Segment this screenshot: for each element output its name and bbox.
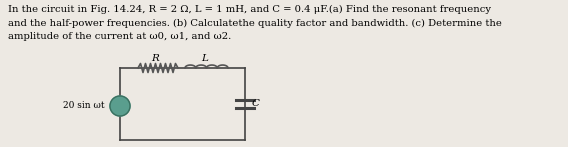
Text: and the half-power frequencies. (b) Calculatethe quality factor and bandwidth. (: and the half-power frequencies. (b) Calc… [8,19,502,28]
Text: amplitude of the current at ω0, ω1, and ω2.: amplitude of the current at ω0, ω1, and … [8,32,231,41]
Text: L: L [202,54,208,63]
Text: R: R [151,54,159,63]
Text: C: C [252,100,260,108]
Text: In the circuit in Fig. 14.24, R = 2 Ω, L = 1 mH, and C = 0.4 μF.(a) Find the res: In the circuit in Fig. 14.24, R = 2 Ω, L… [8,5,491,14]
Circle shape [110,96,130,116]
Text: 20 sin ωt: 20 sin ωt [64,101,105,111]
